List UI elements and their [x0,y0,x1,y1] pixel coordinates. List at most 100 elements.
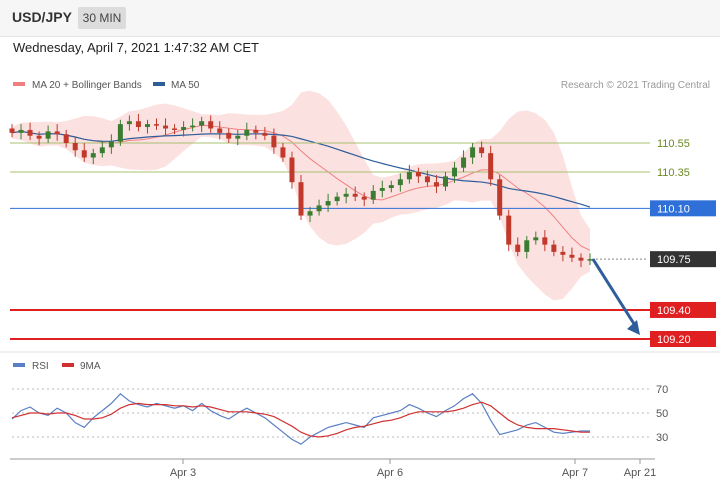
ma50-line [11,130,591,208]
candle-body [388,185,394,189]
candle-body [9,128,15,133]
candle-body [587,259,593,261]
candle-body [424,176,430,183]
candle-body [81,150,87,158]
candle-body [370,190,376,200]
forecast-arrow-head [627,320,640,335]
candle-body [443,176,448,187]
candle-body [334,196,340,202]
candle-body [307,211,313,216]
candle-body [54,131,60,135]
candle-body [18,129,24,133]
symbol-label: USD/JPY [12,9,72,25]
candle-body [379,188,385,191]
candle-body [108,141,114,148]
chart-datetime: Wednesday, April 7, 2021 1:47:32 AM CET [13,40,259,55]
candle-body [27,129,33,136]
level-label-110.35: 110.35 [657,167,690,179]
legend-swatch-ma50 [153,82,165,86]
forecast-arrow-shaft [591,258,638,328]
legend-label-bollinger: MA 20 + Bollinger Bands [32,80,142,91]
legend-label-ma50: MA 50 [171,80,200,91]
rsi-line [11,392,590,445]
candle-body [126,121,132,125]
x-tick-label: Apr 6 [377,467,403,479]
candle-body [244,129,250,136]
legend-swatch-bollinger [13,82,25,86]
legend-swatch-rsi [13,363,25,367]
candle-body [352,193,358,197]
candle-body [533,237,539,241]
legend-label-rsi-ma: 9MA [80,361,101,372]
candle-body [578,257,584,261]
candle-body [154,124,159,126]
candle-body [289,157,295,183]
candle-body [208,121,214,129]
candle-body [190,125,196,128]
timeframe-button[interactable]: 30 MIN [78,7,126,29]
candle-body [343,193,349,197]
candle-body [470,147,476,158]
candle-body [361,196,367,200]
candle-body [479,147,485,154]
candle-body [280,147,286,158]
chart-header: USD/JPY 30 MIN [0,0,720,37]
candle-body [397,179,403,186]
rsi-ma-line [11,401,590,438]
level-label-109.40: 109.40 [657,305,691,317]
candle-body [226,132,232,139]
legend-swatch-rsi-ma [62,363,74,367]
candle-body [117,124,123,142]
level-label-110.10: 110.10 [657,203,690,215]
level-label-109.75: 109.75 [657,254,691,266]
candle-body [172,128,178,130]
candle-body [63,134,69,143]
candle-body [488,153,494,180]
candle-body [497,179,503,216]
level-label-box-109.40 [650,301,716,318]
candle-body [235,135,241,139]
rsi-tick-30: 30 [656,432,668,444]
candle-body [515,244,521,252]
rsi-tick-70: 70 [656,384,668,396]
candle-body [406,172,412,180]
candle-body [90,153,96,158]
copyright-label: Research © 2021 Trading Central [561,80,710,91]
candle-body [72,143,78,151]
level-label-109.20: 109.20 [657,334,691,346]
candle-body [452,167,458,177]
candle-body [199,121,205,126]
candle-body [542,237,548,245]
x-tick-label: Apr 3 [170,467,196,479]
level-label-box-110.10 [650,200,716,217]
candle-body [433,182,439,187]
candle-body [262,132,268,136]
candle-body [560,251,566,255]
candle-body [217,128,223,133]
candle-body [163,125,169,129]
level-label-box-109.75 [650,251,716,268]
candle-body [461,157,467,168]
rsi-tick-50: 50 [656,408,668,420]
candle-body [569,254,575,258]
candle-body [271,135,277,148]
x-tick-label: Apr 21 [624,467,656,479]
candle-body [325,201,331,206]
level-label-110.55: 110.55 [657,138,690,150]
legend-label-rsi: RSI [32,361,49,372]
candle-body [551,244,557,252]
candle-body [45,131,51,139]
candle-body [144,124,150,128]
candle-body [135,121,141,128]
candle-body [524,240,530,252]
candle-body [298,182,304,216]
level-label-box-109.20 [650,331,716,347]
candle-body [253,129,259,133]
candle-body [181,127,187,130]
candle-body [36,135,42,139]
candle-body [99,147,105,154]
x-tick-label: Apr 7 [562,467,588,479]
candle-body [415,172,421,177]
candle-body [316,205,322,212]
